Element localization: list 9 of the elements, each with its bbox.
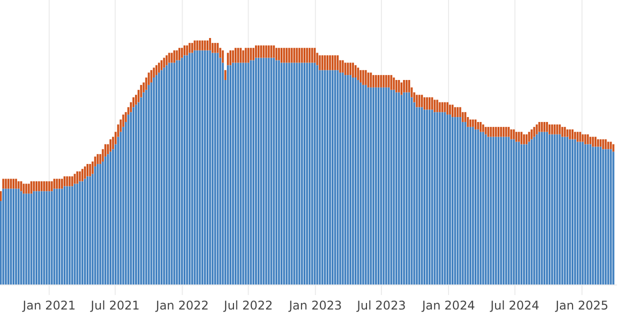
x-tick-label: Jan 2024 xyxy=(421,298,475,313)
x-tick-label: Jul 2024 xyxy=(489,298,540,313)
x-tick-label: Jan 2022 xyxy=(154,298,209,313)
x-tick-label: Jul 2023 xyxy=(356,298,406,313)
x-tick-label: Jan 2025 xyxy=(554,298,608,313)
x-tick-label: Jan 2023 xyxy=(288,298,342,313)
x-tick-label: Jul 2021 xyxy=(90,298,140,313)
x-tick-label: Jul 2022 xyxy=(222,298,273,313)
x-tick-label: Jan 2021 xyxy=(22,298,76,313)
